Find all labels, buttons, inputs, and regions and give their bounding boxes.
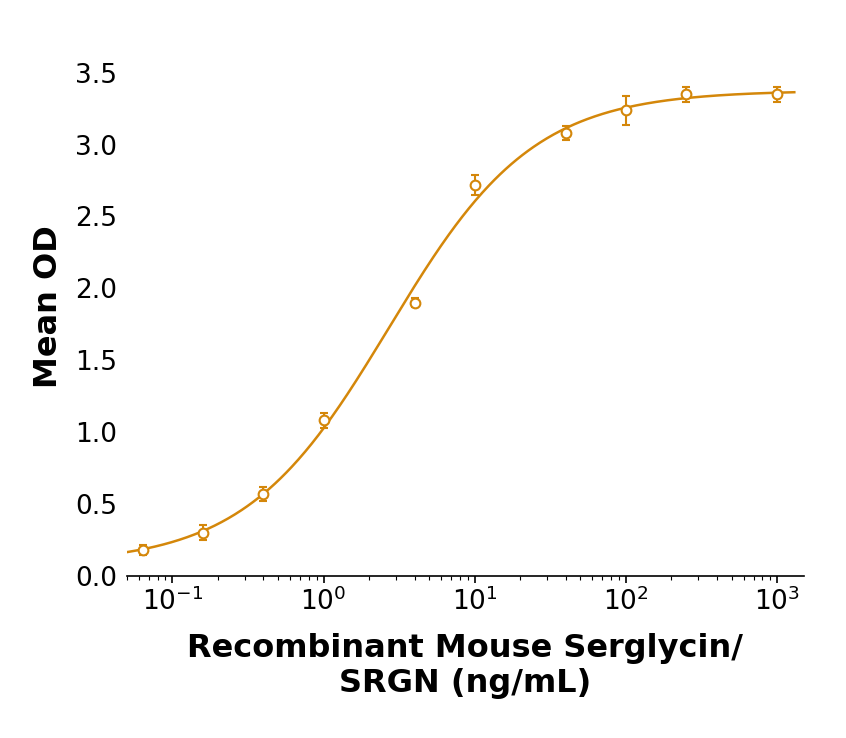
- Y-axis label: Mean OD: Mean OD: [33, 225, 64, 387]
- X-axis label: Recombinant Mouse Serglycin/
SRGN (ng/mL): Recombinant Mouse Serglycin/ SRGN (ng/mL…: [187, 632, 744, 700]
